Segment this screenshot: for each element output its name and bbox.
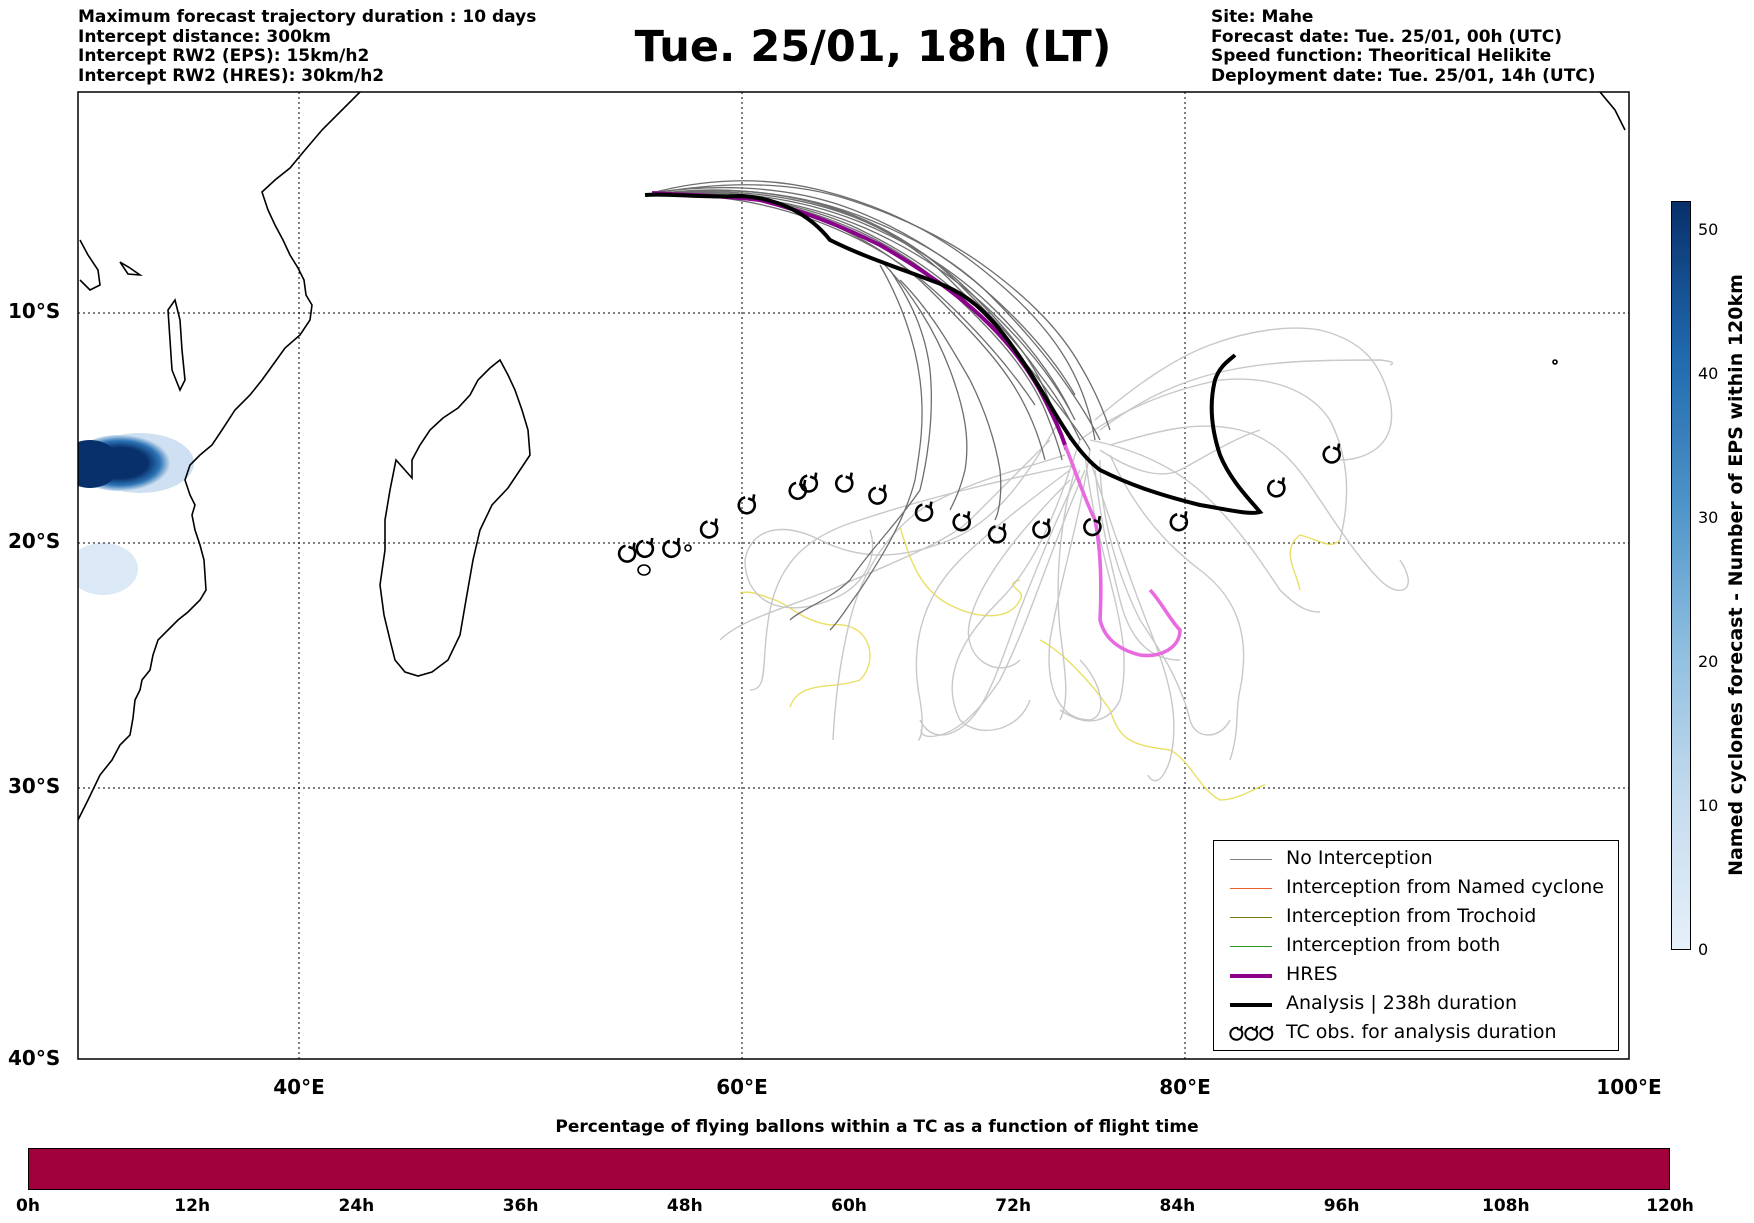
- tc-observation-icon: [1322, 443, 1341, 464]
- tc-observation-icon: [737, 494, 757, 515]
- lat-label-30s: 30°S: [8, 774, 61, 798]
- cyclone-icon: [1229, 1025, 1274, 1041]
- lat-label-20s: 20°S: [8, 529, 61, 553]
- tc-observation-icon: [1169, 511, 1189, 532]
- legend-swatch: [1230, 974, 1272, 978]
- header-left-line: Intercept RW2 (EPS): 15km/h2: [78, 46, 370, 66]
- colorbar-tick: 40: [1698, 364, 1719, 383]
- legend-item-named-cyclone: Interception from Named cyclone: [1222, 876, 1612, 902]
- header-left-line: Maximum forecast trajectory duration : 1…: [78, 7, 537, 27]
- header-right: Site: Mahe Forecast date: Tue. 25/01, 00…: [1211, 7, 1596, 86]
- legend-swatch: [1230, 888, 1272, 889]
- tc-observation-icon: [1267, 477, 1286, 498]
- legend-item-trochoid: Interception from Trochoid: [1222, 905, 1612, 931]
- legend-item-hres: HRES: [1222, 963, 1612, 989]
- tc-observation-icon: [914, 501, 934, 522]
- flight-time-tick: 24h: [338, 1196, 375, 1216]
- legend-item-both: Interception from both: [1222, 934, 1612, 960]
- legend-swatch: [1230, 859, 1272, 860]
- legend-item-tc-obs: TC obs. for analysis duration: [1222, 1021, 1612, 1047]
- colorbar-tick: 30: [1698, 508, 1719, 527]
- tc-observation-icon: [1032, 518, 1051, 539]
- legend-swatch: [1230, 917, 1272, 918]
- flight-time-tick: 72h: [995, 1196, 1032, 1216]
- legend-label: HRES: [1286, 963, 1338, 985]
- colorbar-tick: 10: [1698, 796, 1719, 815]
- tc-observation-icon: [662, 537, 681, 559]
- header-left-line: Intercept distance: 300km: [78, 26, 331, 47]
- legend-swatch: [1230, 946, 1272, 947]
- map-frame: [77, 91, 1630, 1060]
- flight-time-tick: 120h: [1646, 1196, 1694, 1216]
- tc-observation-icon: [952, 511, 971, 532]
- header-right-line: Deployment date: Tue. 25/01, 14h (UTC): [1211, 65, 1596, 86]
- ensemble-trajectories-dark: [649, 180, 1111, 631]
- legend-label: Analysis | 238h duration: [1286, 992, 1518, 1014]
- header-left-line: Intercept RW2 (HRES): 30km/h2: [78, 65, 385, 86]
- hres-track: [651, 191, 1182, 658]
- legend-item-analysis: Analysis | 238h duration: [1222, 992, 1612, 1018]
- flight-time-tick: 60h: [831, 1196, 867, 1216]
- colorbar-tick: 0: [1698, 940, 1709, 959]
- lon-label-100e: 100°E: [1596, 1075, 1662, 1099]
- cyclone-density-field: [78, 433, 194, 595]
- flight-time-tick: 96h: [1323, 1196, 1360, 1216]
- legend-label: No Interception: [1286, 847, 1433, 869]
- coastlines: [78, 92, 1626, 821]
- flight-time-tick: 0h: [16, 1196, 40, 1216]
- tc-observation-icon: [635, 537, 655, 559]
- lon-label-80e: 80°E: [1159, 1075, 1211, 1099]
- flight-time-tick: 12h: [174, 1196, 211, 1216]
- trochoid-trajectories: [739, 526, 1341, 801]
- lat-label-10s: 10°S: [8, 299, 61, 323]
- flight-time-tick: 48h: [666, 1196, 703, 1216]
- legend-label: Interception from both: [1286, 934, 1501, 956]
- header-left: Maximum forecast trajectory duration : 1…: [78, 7, 537, 86]
- header-right-line: Forecast date: Tue. 25/01, 00h (UTC): [1211, 26, 1562, 47]
- lat-label-40s: 40°S: [8, 1046, 61, 1070]
- page-title: Tue. 25/01, 18h (LT): [0, 22, 1754, 72]
- legend-label: TC obs. for analysis duration: [1286, 1021, 1557, 1043]
- colorbar-label: Named cyclones forecast - Number of EPS …: [1725, 274, 1747, 876]
- tc-observation-icon: [617, 542, 637, 563]
- tc-observation-icon: [868, 484, 887, 505]
- graticule: [78, 92, 1629, 1059]
- legend-label: Interception from Named cyclone: [1286, 876, 1604, 898]
- lon-label-40e: 40°E: [273, 1075, 325, 1099]
- title-text: Tue. 25/01, 18h (LT): [634, 22, 1112, 72]
- flight-time-tick: 108h: [1482, 1196, 1530, 1216]
- colorbar-tick: 20: [1698, 652, 1719, 671]
- tc-observation-markers: [617, 443, 1341, 563]
- density-colorbar: [1671, 201, 1691, 950]
- tc-observation-icon: [799, 472, 819, 493]
- header-right-line: Site: Mahe: [1211, 7, 1314, 27]
- header-right-line: Speed function: Theoritical Helikite: [1211, 46, 1552, 66]
- tc-observation-icon: [699, 518, 719, 539]
- flight-time-tick: 36h: [502, 1196, 539, 1216]
- map-legend: No Interception Interception from Named …: [1213, 840, 1619, 1051]
- lon-label-60e: 60°E: [716, 1075, 768, 1099]
- flight-time-tick: 84h: [1159, 1196, 1196, 1216]
- tc-observation-icon: [1083, 515, 1102, 537]
- analysis-track: [644, 192, 1264, 515]
- ensemble-trajectories-light: [719, 327, 1409, 782]
- tc-observation-icon: [987, 523, 1007, 544]
- flight-time-bar: [28, 1148, 1670, 1190]
- legend-label: Interception from Trochoid: [1286, 905, 1537, 927]
- flight-time-bar-title: Percentage of flying ballons within a TC…: [555, 1117, 1199, 1137]
- legend-swatch: [1230, 1003, 1272, 1007]
- legend-item-no-interception: No Interception: [1222, 847, 1612, 873]
- tc-observation-icon: [834, 472, 854, 493]
- colorbar-tick: 50: [1698, 220, 1719, 239]
